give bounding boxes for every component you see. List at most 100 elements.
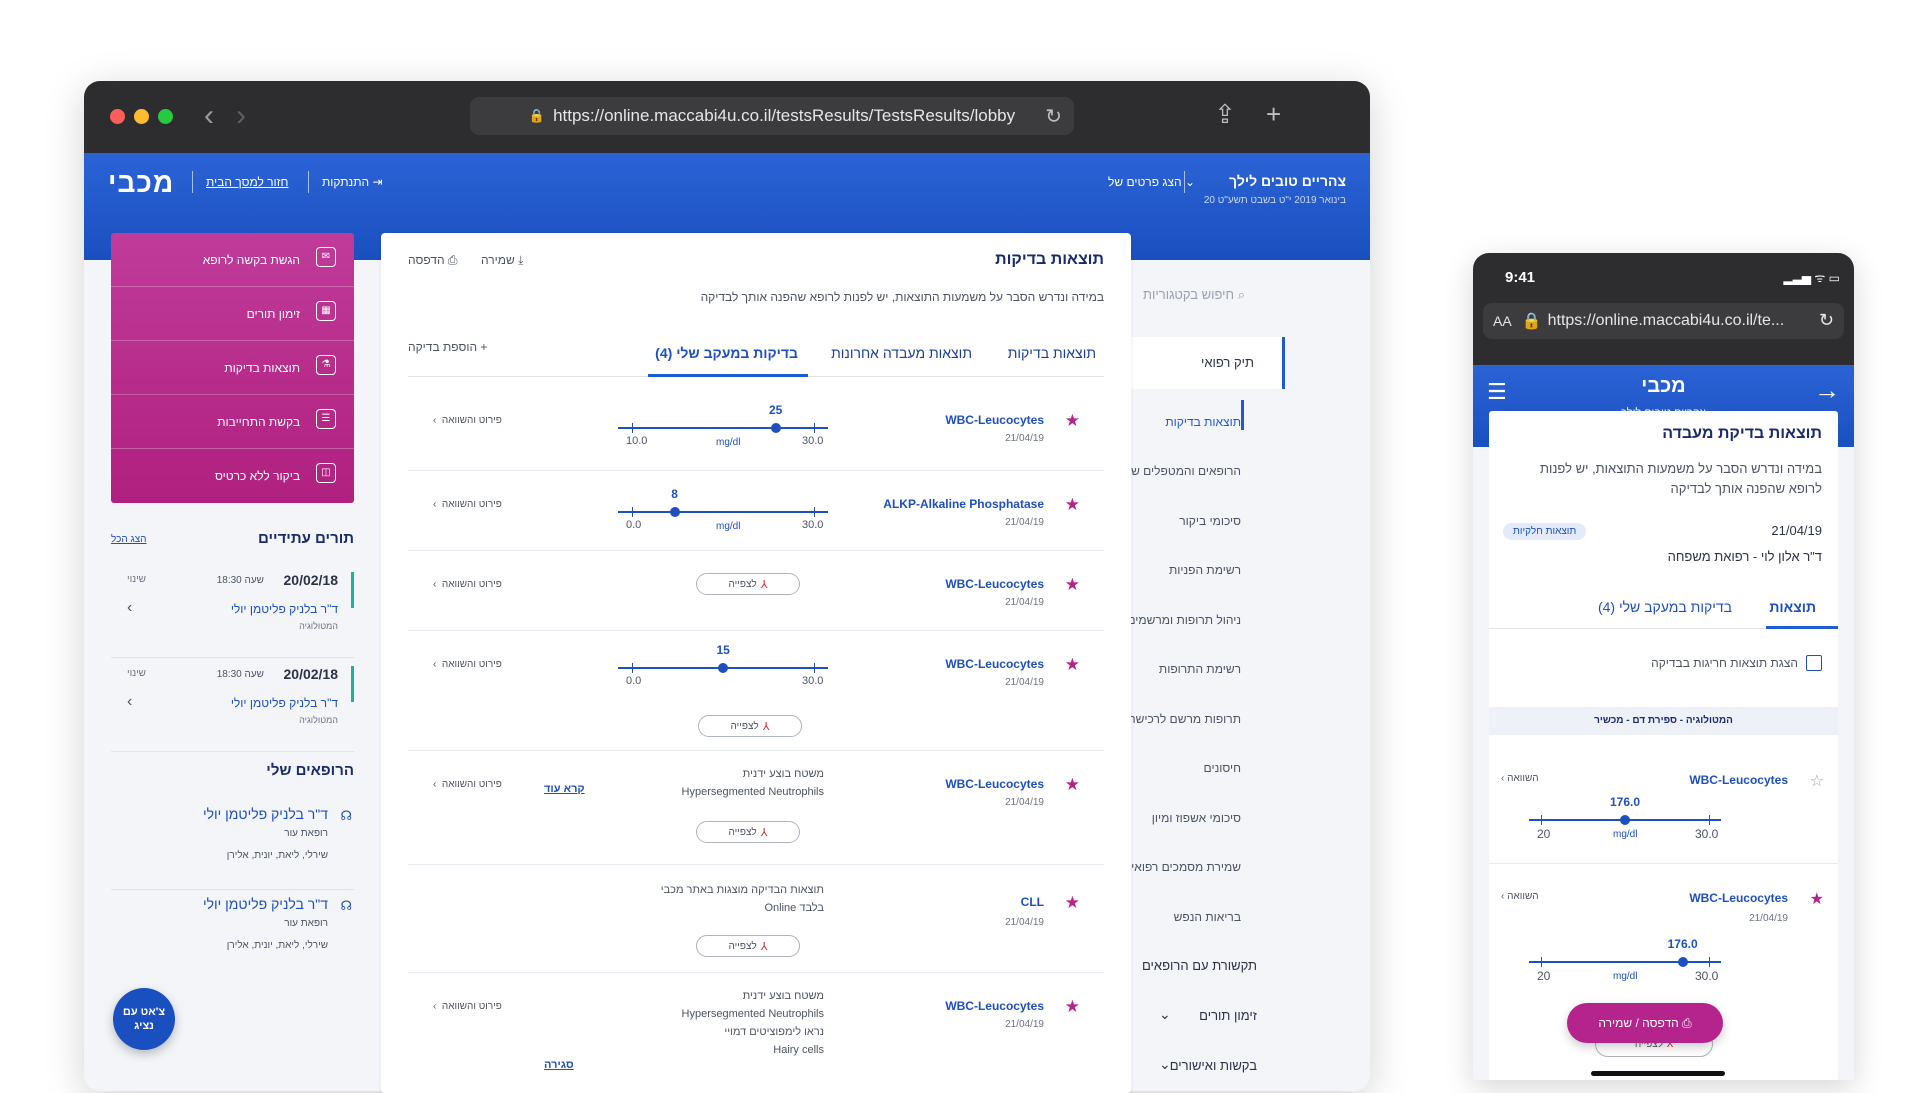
mobile-browser-top: 9:41 ▂▃▅ ᯤ ▭ AA 🔒 https://online.maccabi… [1473,253,1854,365]
reload-icon[interactable]: ↻ [1818,310,1834,330]
quick-action-request-doctor[interactable]: הגשת בקשה לרופא ✉ [111,233,354,287]
sidebar-item-vaccines[interactable]: חיסונים [1203,761,1241,775]
view-pdf-button[interactable]: לצפייה ⅄ [696,573,800,595]
star-filled-icon[interactable]: ★ [1064,775,1080,794]
tab-recent-lab[interactable]: תוצאות מעבדה אחרונות [831,345,972,361]
sidebar-item-purchase[interactable]: תרופות מרשם לרכישה [1128,712,1241,726]
doctor-card[interactable]: ☊ ד"ר בלניק פליטמן יולי רופאת עור שירלי,… [111,800,354,890]
chevron-left-icon[interactable]: ‹ [127,693,133,710]
table-row[interactable]: ★ WBC-Leucocytes 21/04/19 לצפייה ⅄ ‹ פירו… [408,551,1104,631]
new-tab-icon[interactable]: + [1266,99,1282,129]
sidebar-item-visit-summaries[interactable]: סיכומי ביקור [1179,514,1241,528]
back-arrow-icon[interactable]: ‹ [204,99,214,132]
category-search[interactable]: חיפוש בקטגוריות ⌕ [1143,287,1245,303]
sidebar-item-appointments[interactable]: זימון תורים [1199,1008,1257,1023]
table-row[interactable]: ★ WBC-Leucocytes 21/04/19 משטח בוצע ידני… [408,751,1104,865]
table-row[interactable]: ★ WBC-Leucocytes 21/04/19 25 10.0 30.0 m… [408,385,1104,471]
sidebar-item-documents[interactable]: שמירת מסמכים רפואיים [1120,860,1241,874]
close-link[interactable]: סגירה [544,1059,574,1071]
show-all-link[interactable]: הצג הכל [111,534,147,545]
quick-action-label: תוצאות בדיקות [224,361,300,375]
header-date: 20 בינואר 2019 י"ט בשבט תשע"ט [1203,195,1346,206]
abnormal-results-toggle[interactable]: הצגת תוצאות חריגות בבדיקה [1651,655,1822,671]
compare-link[interactable]: ‹ פירוט והשוואה [433,659,502,670]
add-test-button[interactable]: הוספת בדיקה + [408,340,487,354]
sidebar-item-prescriptions[interactable]: ניהול תרופות ומרשמים [1127,613,1241,627]
maccabi-logo[interactable]: מכבי [108,167,175,198]
quick-action-commitment[interactable]: בקשת התחייבות ☰ [111,395,354,449]
sidebar-item-referrals[interactable]: רשימת הפניות [1168,563,1241,577]
star-filled-icon[interactable]: ★ [1064,575,1080,594]
range-marker [718,663,728,673]
compare-link[interactable]: ‹ פירוט והשוואה [433,415,502,426]
share-icon[interactable]: ⇪ [1214,99,1236,129]
appointment-card[interactable]: 20/02/18 שעה 18:30 שינוי ד"ר בלניק פליטמ… [111,564,354,658]
sidebar-item-my-doctors[interactable]: הרופאים והמטפלים שלי [1121,464,1241,478]
chat-with-agent-button[interactable]: צ'אט עם נציג [113,988,175,1050]
quick-action-test-results[interactable]: תוצאות בדיקות ⚗ [111,341,354,395]
sidebar-item-test-results[interactable]: תוצאות בדיקות [1165,415,1241,429]
forward-arrow-icon[interactable]: › [236,99,246,132]
compare-link[interactable]: ‹ השוואה [1501,773,1539,784]
star-filled-icon[interactable]: ★ [1809,891,1824,908]
search-input[interactable]: חיפוש בקטגוריות [1143,287,1235,302]
star-filled-icon[interactable]: ★ [1064,495,1080,514]
table-row[interactable]: ★ WBC-Leucocytes 21/04/19 משטח בוצע ידני… [408,973,1104,1093]
print-button[interactable]: הדפסה ⎙ [408,253,458,268]
tab-tracked[interactable]: בדיקות במעקב שלי (4) [1597,599,1732,615]
appointment-card[interactable]: 20/02/18 שעה 18:30 שינוי ד"ר בלניק פליטמ… [111,658,354,752]
change-appointment-link[interactable]: שינוי [127,668,146,679]
appointment-doctor: ד"ר בלניק פליטמן יולי [230,696,338,710]
change-appointment-link[interactable]: שינוי [127,574,146,585]
back-home-link[interactable]: חזור למסך הבית [206,175,289,189]
maccabi-logo[interactable]: מכבי [1641,375,1686,397]
sidebar-item-medications[interactable]: רשימת התרופות [1158,662,1241,676]
back-arrow-icon[interactable]: → [1814,375,1840,405]
sidebar-item-communication[interactable]: תקשורת עם הרופאים [1142,958,1257,973]
minimize-window-button[interactable] [134,109,149,124]
print-save-button[interactable]: הדפסה / שמירה ⎙ [1567,1003,1723,1043]
mobile-url-bar[interactable]: AA 🔒 https://online.maccabi4u.co.il/te..… [1483,303,1844,339]
chevron-down-icon[interactable]: ⌄ [1159,1056,1171,1072]
compare-link[interactable]: ‹ פירוט והשוואה [433,579,502,590]
read-more-link[interactable]: קרא עוד [544,783,585,795]
compare-link[interactable]: ‹ פירוט והשוואה [433,499,502,510]
hamburger-menu-icon[interactable]: ☰ [1487,379,1507,404]
text-size-button[interactable]: AA [1493,313,1512,329]
profile-dropdown[interactable]: הצג פרטים של ⌄ [1108,175,1195,189]
table-row[interactable]: ★ ALKP-Alkaline Phosphatase 21/04/19 8 0… [408,471,1104,551]
chevron-left-icon[interactable]: ‹ [127,599,133,616]
logout-link[interactable]: התנתקות ⇥ [322,175,383,189]
save-button[interactable]: שמירה ⤓ [481,253,523,268]
tab-test-results[interactable]: תוצאות בדיקות [1007,345,1096,361]
star-outline-icon[interactable]: ☆ [1809,773,1824,790]
compare-link[interactable]: ‹ פירוט והשוואה [433,1001,502,1012]
tab-tracked-tests[interactable]: בדיקות במעקב שלי (4) [655,345,798,361]
range-marker [770,423,781,433]
tab-results[interactable]: תוצאות [1769,599,1816,615]
star-filled-icon[interactable]: ★ [1064,655,1080,674]
sidebar-item-mental-health[interactable]: בריאות הנפש [1173,910,1241,924]
sidebar-item-requests[interactable]: בקשות ואישורים [1169,1058,1257,1073]
view-pdf-button[interactable]: לצפייה ⅄ [696,935,800,957]
quick-action-visit-no-card[interactable]: ביקור ללא כרטיס ◫ [111,449,354,503]
table-row[interactable]: ★ CLL 21/04/19 תוצאות הבדיקה מוצגות באתר… [408,865,1104,973]
view-pdf-button[interactable]: לצפייה ⅄ [696,821,800,843]
table-row[interactable]: ★ WBC-Leucocytes 21/04/19 15 0.0 30.0 לצ… [408,631,1104,751]
quick-action-appointments[interactable]: זימון תורים ▦ [111,287,354,341]
maximize-window-button[interactable] [158,109,173,124]
star-filled-icon[interactable]: ★ [1064,997,1080,1016]
close-window-button[interactable] [110,109,125,124]
sidebar-item-hospital[interactable]: סיכומי אשפוז ומיון [1151,811,1241,825]
chevron-down-icon[interactable]: ⌄ [1159,1006,1171,1022]
view-pdf-button[interactable]: לצפייה ⅄ [698,715,802,737]
checkbox[interactable] [1806,655,1822,671]
doctor-card[interactable]: ☊ ד"ר בלניק פליטמן יולי רופאת עור שירלי,… [111,890,354,980]
compare-link[interactable]: ‹ פירוט והשוואה [433,779,502,790]
mobile-results-card: תוצאות בדיקת מעבדה במידה ונדרש הסבר על מ… [1489,411,1838,1080]
compare-link[interactable]: ‹ השוואה [1501,891,1539,902]
reload-icon[interactable]: ↻ [1045,106,1062,128]
star-filled-icon[interactable]: ★ [1064,411,1080,430]
url-bar[interactable]: 🔒 https://online.maccabi4u.co.il/testsRe… [470,97,1074,135]
star-filled-icon[interactable]: ★ [1064,893,1080,912]
